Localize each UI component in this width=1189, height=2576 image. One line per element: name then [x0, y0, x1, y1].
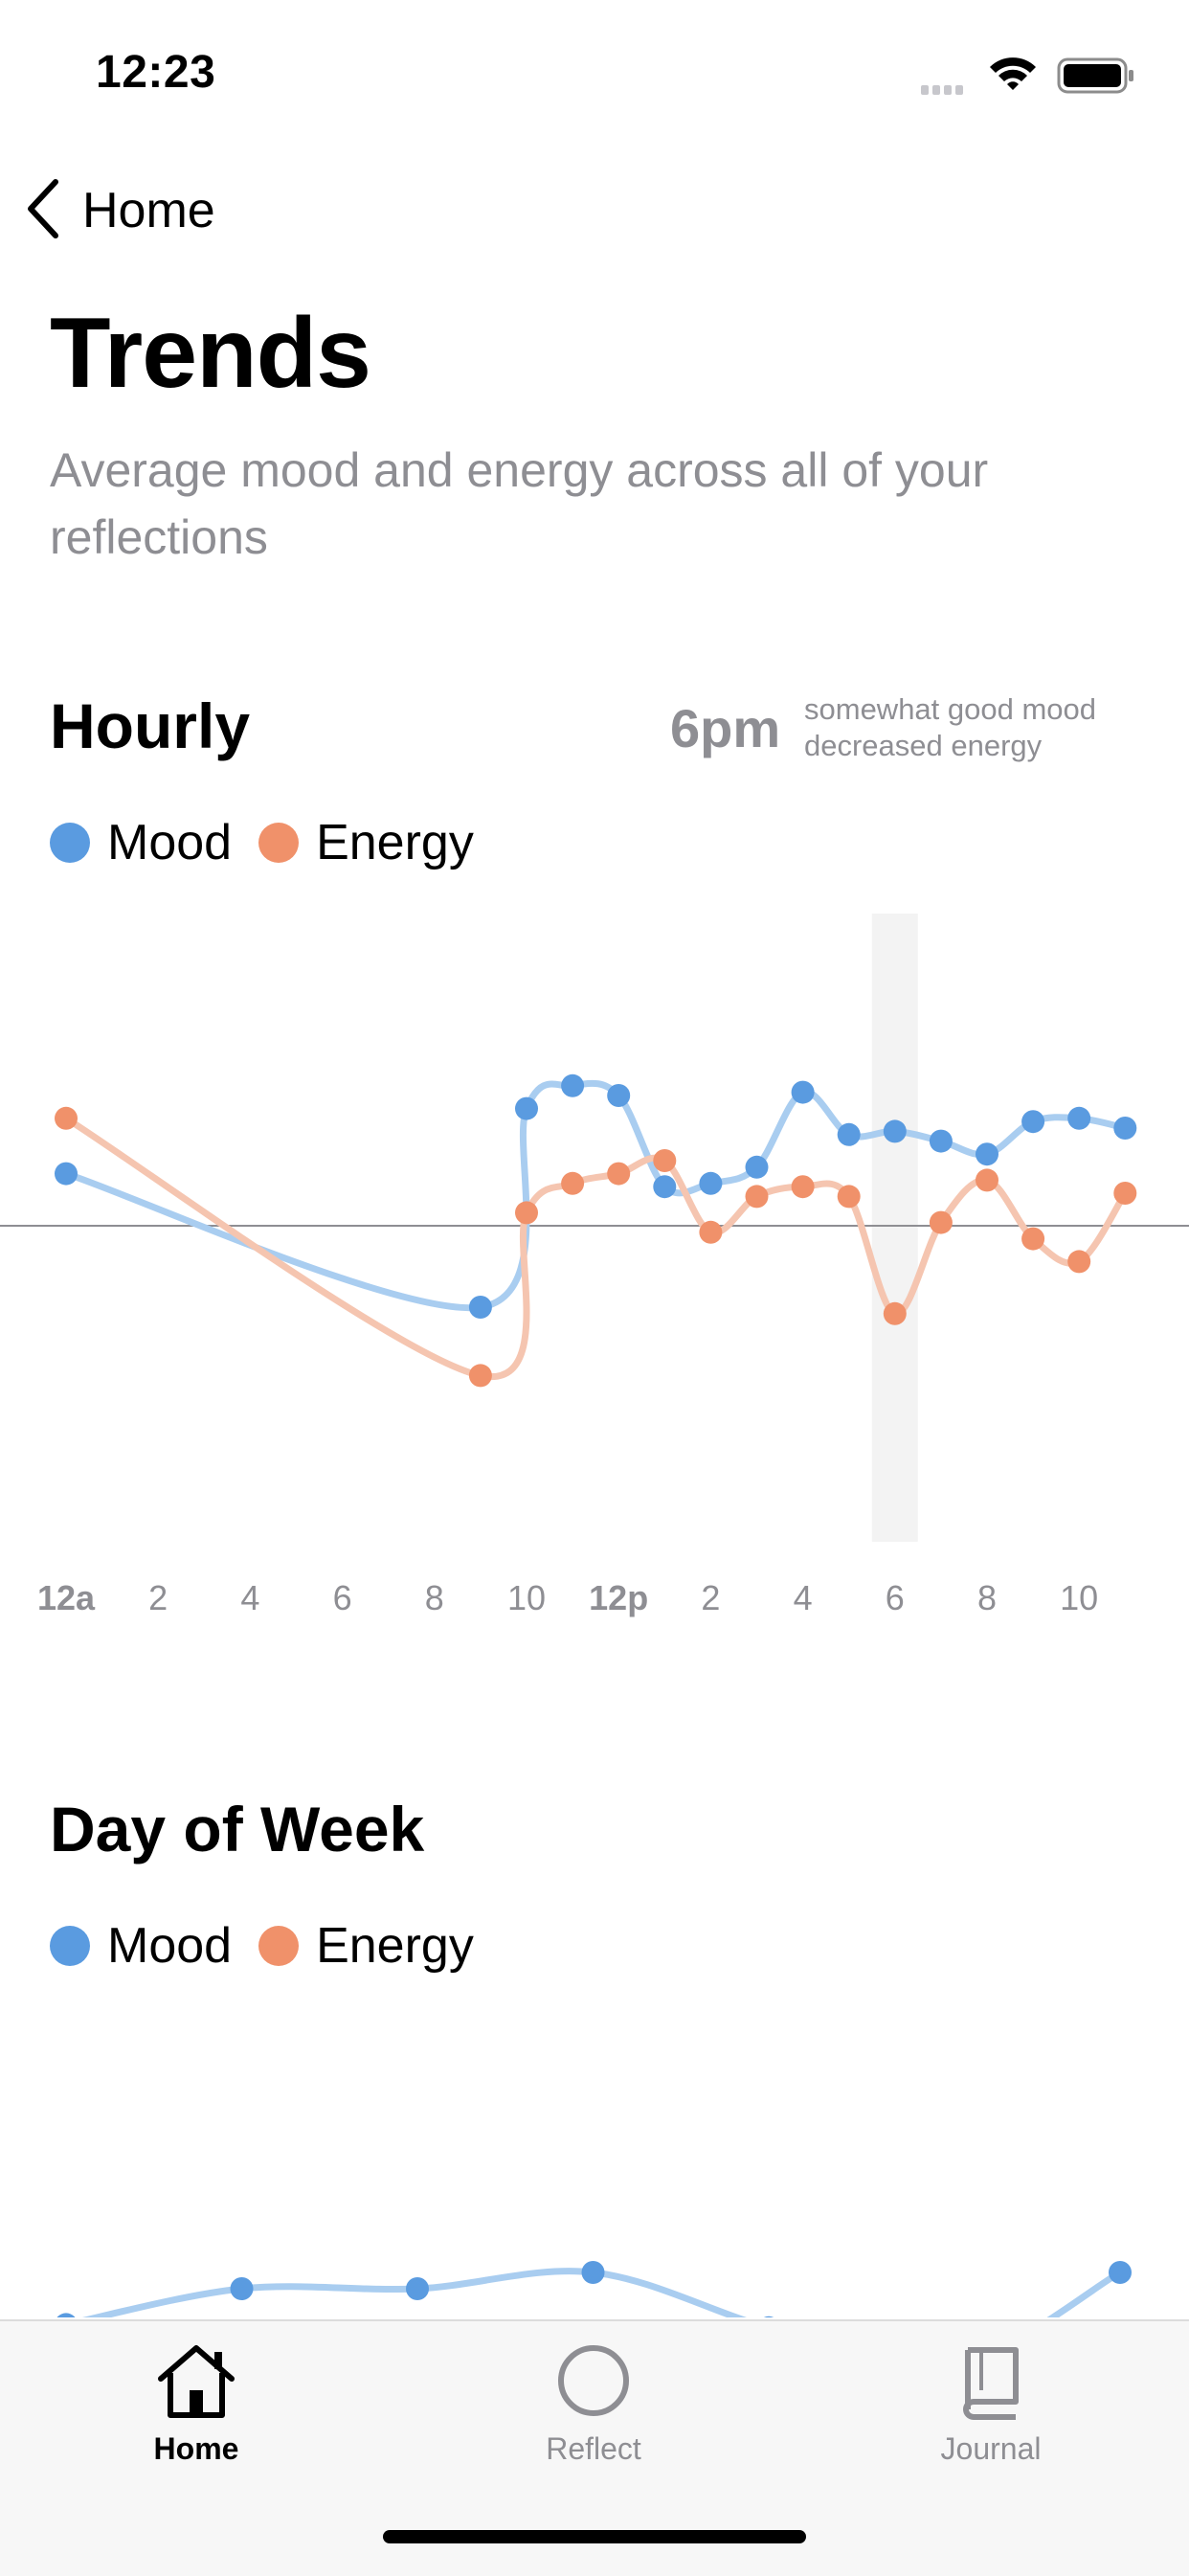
x-tick-label: 4 [240, 1578, 260, 1617]
back-label: Home [82, 183, 215, 238]
x-tick-label: 12p [589, 1578, 649, 1617]
hourly-x-axis: 12a 2 4 6 8 10 12p 2 4 6 8 10 [0, 1578, 1189, 1626]
x-tick-label: 10 [506, 1578, 547, 1617]
legend-item-mood: Mood [50, 814, 232, 871]
mood-point [607, 1084, 631, 1107]
energy-point [515, 1201, 538, 1225]
energy-point [699, 1220, 723, 1244]
cellular-signal-icon [921, 82, 967, 100]
energy-point [929, 1210, 953, 1234]
energy-point [468, 1364, 492, 1388]
wifi-icon [986, 54, 1040, 97]
mood-point [1067, 1106, 1091, 1130]
hourly-chart[interactable] [0, 900, 1189, 1551]
x-tick-label: 8 [424, 1578, 444, 1617]
status-time: 12:23 [96, 47, 216, 98]
mood-series-line [62, 1079, 1129, 1312]
tab-label-journal: Journal [940, 2431, 1042, 2466]
x-tick-label: 4 [793, 1578, 813, 1617]
energy-dot-icon [258, 823, 300, 863]
legend-label-energy: Energy [316, 1918, 474, 1974]
battery-icon [1057, 57, 1135, 101]
page-subtitle: Average mood and energy across all of yo… [50, 443, 989, 564]
circle-icon [553, 2345, 634, 2425]
tab-reflect[interactable]: Reflect [469, 2340, 718, 2467]
energy-series-line [62, 1115, 1129, 1381]
mood-point [55, 1162, 78, 1186]
energy-point [561, 1171, 585, 1195]
x-tick-label: 8 [976, 1578, 998, 1617]
mood-point [763, 2316, 774, 2317]
mood-point [1021, 1110, 1045, 1134]
energy-point [745, 1185, 769, 1209]
back-button[interactable]: Home [23, 172, 215, 249]
day-of-week-chart[interactable] [0, 2126, 1189, 2317]
energy-point [55, 1106, 78, 1130]
mood-point [581, 2261, 605, 2284]
selected-hour-highlight [871, 914, 918, 1542]
selected-energy-description: decreased energy [804, 729, 1043, 762]
mood-point [56, 2313, 76, 2317]
mood-point [929, 1129, 953, 1153]
x-tick-label: 12a [36, 1578, 96, 1617]
energy-point [976, 1168, 998, 1192]
x-tick-label: 6 [885, 1578, 905, 1617]
mood-point [883, 1119, 907, 1143]
day-of-week-section-title: Day of Week [50, 1794, 425, 1864]
mood-point [699, 1171, 723, 1195]
energy-point [1113, 1182, 1137, 1205]
energy-point [1067, 1250, 1091, 1274]
chevron-left-icon [23, 178, 61, 244]
legend-item-mood: Mood [50, 1917, 232, 1975]
book-icon [951, 2347, 1031, 2425]
tab-label-home: Home [153, 2431, 239, 2466]
mood-point [515, 1096, 538, 1120]
legend-label-mood: Mood [107, 1918, 233, 1974]
x-tick-label: 2 [701, 1578, 721, 1617]
tab-home[interactable]: Home [72, 2340, 321, 2467]
home-indicator [383, 2530, 806, 2543]
legend-label-energy: Energy [316, 815, 474, 870]
hourly-section-title: Hourly [50, 690, 251, 761]
mood-point [653, 1175, 677, 1199]
x-tick-label: 2 [148, 1578, 168, 1617]
mood-point [230, 2277, 254, 2300]
mood-point [791, 1080, 815, 1104]
page-title: Trends [50, 298, 371, 409]
energy-point [791, 1175, 815, 1199]
energy-point [837, 1185, 861, 1209]
selected-hour-label: 6pm [670, 698, 781, 758]
energy-point [607, 1162, 631, 1186]
legend-item-energy: Energy [258, 1917, 474, 1975]
x-tick-label: 6 [332, 1578, 352, 1617]
mood-point [406, 2277, 429, 2300]
legend-item-energy: Energy [258, 814, 474, 871]
legend-label-mood: Mood [107, 815, 233, 870]
mood-point [976, 1142, 998, 1166]
tab-bar: Home Reflect Journal [0, 2319, 1189, 2576]
mood-point [1109, 2261, 1132, 2284]
energy-point [653, 1149, 677, 1172]
day-of-week-legend: Mood Energy [50, 1917, 501, 1975]
mood-point [468, 1296, 492, 1319]
mood-point [745, 1155, 769, 1179]
selected-mood-description: somewhat good mood [804, 692, 1097, 726]
mood-point [1113, 1117, 1137, 1140]
selected-hour-description: somewhat good mood decreased energy [804, 691, 1096, 764]
house-icon [153, 2345, 239, 2425]
energy-point [1021, 1227, 1045, 1251]
tab-label-reflect: Reflect [546, 2431, 641, 2466]
mood-point [837, 1122, 861, 1146]
x-tick-label: 10 [1060, 1578, 1099, 1617]
mood-dot-icon [50, 1926, 90, 1966]
energy-point [883, 1301, 907, 1325]
energy-dot-icon [258, 1926, 300, 1966]
hourly-legend: Mood Energy [50, 814, 501, 871]
mood-dot-icon [50, 823, 90, 863]
mood-point [561, 1073, 585, 1097]
tab-journal[interactable]: Journal [866, 2340, 1115, 2467]
